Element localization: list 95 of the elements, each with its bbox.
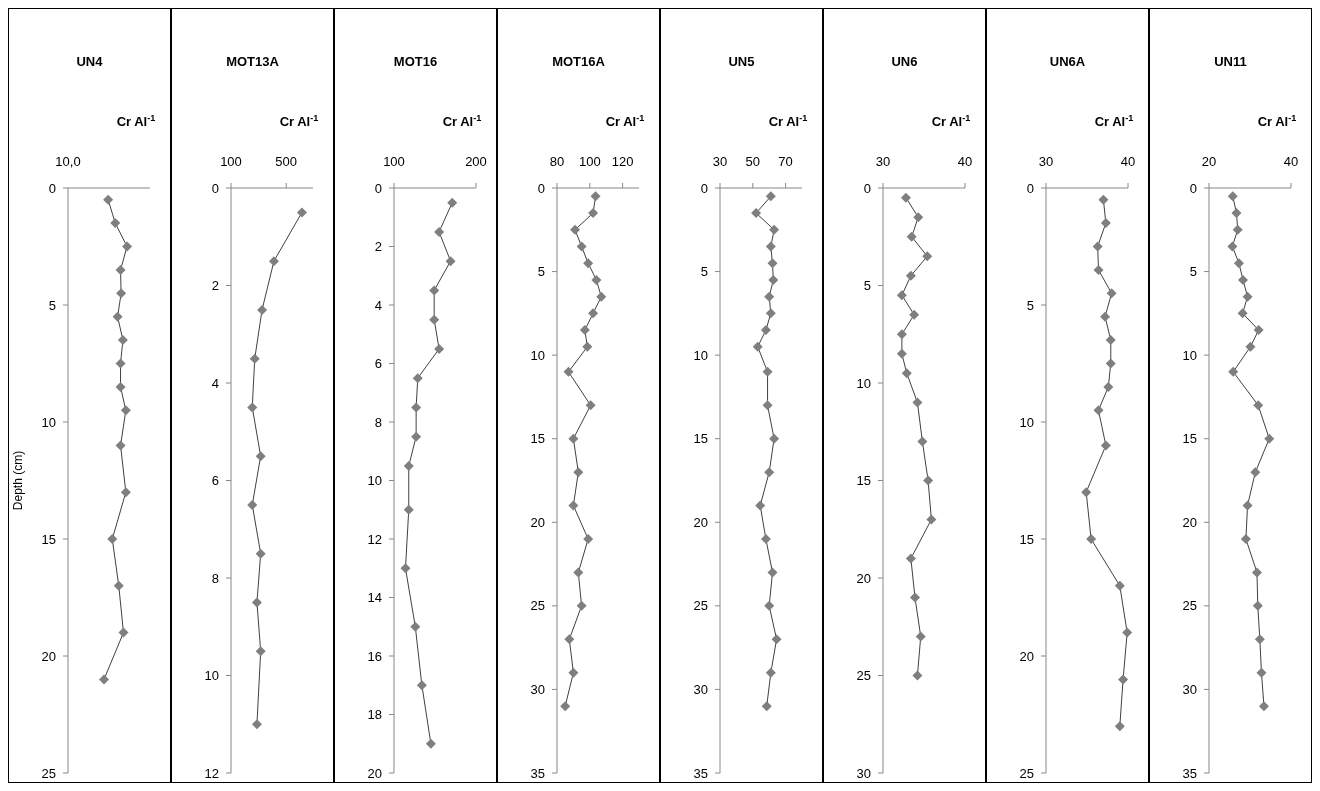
y-tick-label: 14 — [367, 590, 382, 606]
y-tick-label: 5 — [1026, 297, 1034, 313]
y-tick-label: 10 — [204, 668, 219, 684]
y-tick-label: 20 — [1182, 514, 1197, 530]
y-tick-label: 25 — [1182, 598, 1197, 614]
x-tick-label: 80 — [549, 154, 565, 169]
x-tick-label: 40 — [1283, 154, 1299, 169]
y-tick-label: 20 — [1019, 648, 1034, 664]
x-tick-label: 40 — [1120, 154, 1136, 169]
y-tick-label: 20 — [367, 765, 382, 781]
x-tick-label: 200 — [465, 154, 487, 169]
chart-title: MOT13A — [226, 54, 280, 69]
y-tick-label: 5 — [700, 264, 708, 280]
y-tick-label: 15 — [693, 431, 708, 447]
x-tick-label: 50 — [745, 154, 761, 169]
y-tick-label: 2 — [374, 239, 382, 255]
y-tick-label: 0 — [48, 180, 56, 196]
y-tick-label: 10 — [530, 347, 545, 363]
y-tick-label: 0 — [537, 180, 545, 196]
y-tick-label: 0 — [1026, 180, 1034, 196]
y-tick-label: 0 — [374, 180, 382, 196]
y-tick-label: 0 — [1189, 180, 1197, 196]
x-tick-label: 70 — [778, 154, 793, 169]
x-tick-label: 100 — [578, 154, 601, 169]
chart-title: UN6A — [1049, 54, 1086, 69]
x-tick-label: 120 — [611, 154, 634, 169]
y-tick-label: 20 — [856, 570, 871, 586]
y-tick-label: 12 — [367, 531, 382, 547]
y-tick-label: 2 — [211, 278, 219, 294]
chart-title: MOT16 — [393, 54, 438, 69]
x-axis-title: Cr Al$^{-1}$ — [279, 113, 319, 129]
y-tick-label: 30 — [1182, 681, 1197, 697]
y-tick-label: 35 — [1182, 765, 1197, 781]
y-tick-label: 0 — [211, 180, 219, 196]
chart-title: MOT16A — [552, 54, 606, 69]
y-tick-label: 30 — [530, 681, 545, 697]
y-tick-label: 30 — [693, 681, 708, 697]
y-tick-label: 18 — [367, 707, 382, 723]
y-tick-label: 15 — [1182, 431, 1197, 447]
y-tick-label: 15 — [530, 431, 545, 447]
y-tick-label: 20 — [693, 514, 708, 530]
y-tick-label: 5 — [48, 297, 56, 313]
y-tick-label: 8 — [374, 414, 382, 430]
chart-title: UN6 — [891, 54, 918, 69]
y-tick-label: 10 — [1182, 347, 1197, 363]
y-tick-label: 25 — [856, 668, 871, 684]
x-axis-title: Cr Al$^{-1}$ — [116, 113, 156, 129]
y-tick-label: 10 — [693, 347, 708, 363]
x-tick-label: 20 — [1201, 154, 1217, 169]
x-axis-title: Cr Al$^{-1}$ — [442, 113, 482, 129]
y-tick-label: 4 — [211, 375, 219, 391]
y-tick-label: 25 — [693, 598, 708, 614]
y-tick-label: 5 — [537, 264, 545, 280]
y-tick-label: 10 — [41, 414, 56, 430]
y-tick-label: 6 — [211, 473, 219, 489]
y-tick-label: 10 — [367, 473, 382, 489]
y-tick-label: 10 — [856, 375, 871, 391]
y-tick-label: 15 — [1019, 531, 1034, 547]
x-axis-title: Cr Al$^{-1}$ — [1257, 113, 1297, 129]
y-tick-label: 20 — [530, 514, 545, 530]
x-tick-label: 30 — [875, 154, 891, 169]
y-tick-label: 0 — [700, 180, 708, 196]
text: 10,0 — [55, 154, 81, 169]
x-axis-title: Cr Al$^{-1}$ — [1094, 113, 1134, 129]
y-tick-label: 35 — [693, 765, 708, 781]
x-axis-title: Cr Al$^{-1}$ — [931, 113, 971, 129]
x-tick-label: 30 — [1038, 154, 1054, 169]
y-tick-label: 25 — [530, 598, 545, 614]
x-tick-label: 500 — [275, 154, 298, 169]
x-tick-label: 100 — [383, 154, 405, 169]
x-tick-label: 100 — [220, 154, 242, 169]
x-axis-title: Cr Al$^{-1}$ — [605, 113, 645, 129]
y-axis-title: Depth (cm) — [11, 450, 25, 511]
y-tick-label: 10 — [1019, 414, 1034, 430]
y-tick-label: 5 — [1189, 264, 1197, 280]
chart-title: UN4 — [76, 54, 104, 69]
y-tick-label: 4 — [374, 297, 382, 313]
y-tick-label: 25 — [1019, 765, 1034, 781]
y-tick-label: 15 — [41, 531, 56, 547]
x-axis-title: Cr Al$^{-1}$ — [768, 113, 808, 129]
x-tick-label: 40 — [957, 154, 973, 169]
chart-title: UN5 — [728, 54, 755, 69]
y-tick-label: 8 — [211, 570, 219, 586]
x-tick-label: 30 — [712, 154, 728, 169]
y-tick-label: 12 — [204, 765, 219, 781]
y-tick-label: 25 — [41, 765, 56, 781]
y-tick-label: 15 — [856, 473, 871, 489]
chart-title: UN11 — [1214, 54, 1247, 69]
y-tick-label: 0 — [863, 180, 871, 196]
y-tick-label: 6 — [374, 356, 382, 372]
y-tick-label: 20 — [41, 648, 56, 664]
y-tick-label: 35 — [530, 765, 545, 781]
y-tick-label: 16 — [367, 648, 382, 664]
y-tick-label: 30 — [856, 765, 871, 781]
y-tick-label: 5 — [863, 278, 871, 294]
